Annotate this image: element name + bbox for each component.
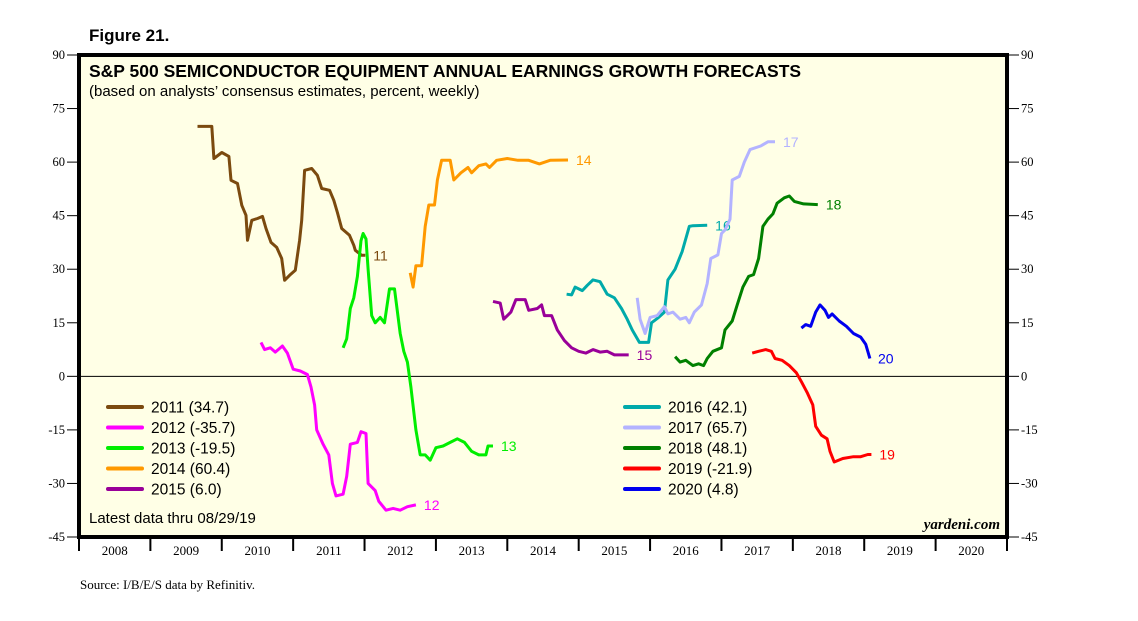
- series-line-2011: [197, 124, 366, 282]
- series-line-2012: [259, 341, 417, 512]
- x-tick-label: 2019: [887, 543, 913, 558]
- series-end-label-2016: 16: [715, 217, 731, 233]
- legend-label-2011: 2011 (34.7): [151, 400, 229, 417]
- x-tick-label: 2013: [459, 543, 485, 558]
- series-line-2016: [566, 223, 708, 344]
- figure-label: Figure 21.: [89, 26, 169, 45]
- legend-label-2018: 2018 (48.1): [668, 441, 747, 458]
- legend-label-2014: 2014 (60.4): [151, 461, 230, 478]
- series-end-label-2019: 19: [879, 447, 895, 463]
- x-tick-label: 2010: [244, 543, 270, 558]
- series-layer: 11 12 13 14 15 16 17 18 19 20: [197, 124, 895, 513]
- series-end-label-2020: 20: [878, 350, 894, 366]
- y-tick-label-right: -15: [1021, 423, 1038, 437]
- y-tick-label-right: 30: [1021, 262, 1034, 276]
- y-tick-label-right: 75: [1021, 102, 1034, 116]
- series-line-2018: [673, 194, 818, 368]
- latest-data-note: Latest data thru 08/29/19: [89, 510, 256, 527]
- y-tick-label-left: 60: [53, 155, 66, 169]
- y-tick-label-left: -30: [48, 476, 65, 490]
- x-tick-label: 2014: [530, 543, 557, 558]
- y-tick-label-left: 15: [53, 316, 66, 330]
- x-tick-label: 2011: [316, 543, 342, 558]
- y-tick-label-right: 0: [1021, 369, 1027, 383]
- x-tick-label: 2008: [102, 543, 128, 558]
- legend: 2011 (34.7) 2012 (-35.7) 2013 (-19.5) 2014 …: [106, 400, 752, 499]
- x-tick-label: 2012: [387, 543, 413, 558]
- series-line-2014: [408, 157, 569, 289]
- x-tick-label: 2020: [958, 543, 984, 558]
- y-tick-label-right: 60: [1021, 155, 1034, 169]
- y-tick-label-left: 30: [53, 262, 66, 276]
- y-tick-label-right: 45: [1021, 209, 1034, 223]
- series-end-label-2017: 17: [783, 134, 799, 150]
- chart-title: S&P 500 SEMICONDUCTOR EQUIPMENT ANNUAL E…: [89, 61, 801, 81]
- series-end-label-2015: 15: [637, 347, 653, 363]
- legend-label-2015: 2015 (6.0): [151, 482, 222, 499]
- y-tick-label-right: -30: [1021, 476, 1038, 490]
- series-end-label-2014: 14: [576, 152, 592, 168]
- x-tick-label: 2018: [816, 543, 842, 558]
- x-axis: 2008 2009 2010 2011 2012 2013 2014 2015 2016 2017…: [78, 537, 1008, 558]
- legend-label-2013: 2013 (-19.5): [151, 441, 235, 458]
- series-line-2017: [635, 140, 775, 335]
- legend-label-2017: 2017 (65.7): [668, 420, 747, 437]
- series-line-2013: [341, 232, 493, 462]
- y-tick-label-right: 90: [1021, 48, 1034, 62]
- plot-frame: [77, 53, 1009, 539]
- series-line-2019: [751, 348, 872, 464]
- y-tick-label-left: 0: [59, 369, 65, 383]
- y-tick-label-right: 15: [1021, 316, 1034, 330]
- legend-label-2016: 2016 (42.1): [668, 400, 747, 417]
- source-note: Source: I/B/E/S data by Refinitiv.: [80, 577, 255, 592]
- series-end-label-2018: 18: [826, 197, 842, 213]
- x-tick-label: 2016: [673, 543, 700, 558]
- x-tick-label: 2017: [744, 543, 771, 558]
- y-tick-label-left: 90: [53, 48, 66, 62]
- y-tick-label-left: 75: [53, 102, 66, 116]
- y-tick-label-left: -15: [48, 423, 65, 437]
- series-line-2020: [800, 303, 872, 359]
- series-line-2015: [492, 298, 629, 357]
- chart-subtitle: (based on analysts’ consensus estimates,…: [89, 83, 479, 100]
- series-end-label-2011: 11: [373, 247, 388, 263]
- y-axis-left: 90 75 60 45 30 15 0 -15 -30 -45: [48, 48, 79, 544]
- x-tick-label: 2015: [601, 543, 627, 558]
- legend-label-2019: 2019 (-21.9): [668, 461, 752, 478]
- y-tick-label-right: -45: [1021, 530, 1038, 544]
- y-tick-label-left: -45: [48, 530, 65, 544]
- series-end-label-2012: 12: [424, 497, 440, 513]
- y-axis-right: 90 75 60 45 30 15 0 -15 -30 -45: [1007, 48, 1038, 544]
- legend-label-2012: 2012 (-35.7): [151, 420, 235, 437]
- legend-label-2020: 2020 (4.8): [668, 482, 739, 499]
- x-tick-label: 2009: [173, 543, 199, 558]
- series-end-label-2013: 13: [501, 438, 517, 454]
- y-tick-label-left: 45: [53, 209, 66, 223]
- brand-label: yardeni.com: [922, 517, 1000, 533]
